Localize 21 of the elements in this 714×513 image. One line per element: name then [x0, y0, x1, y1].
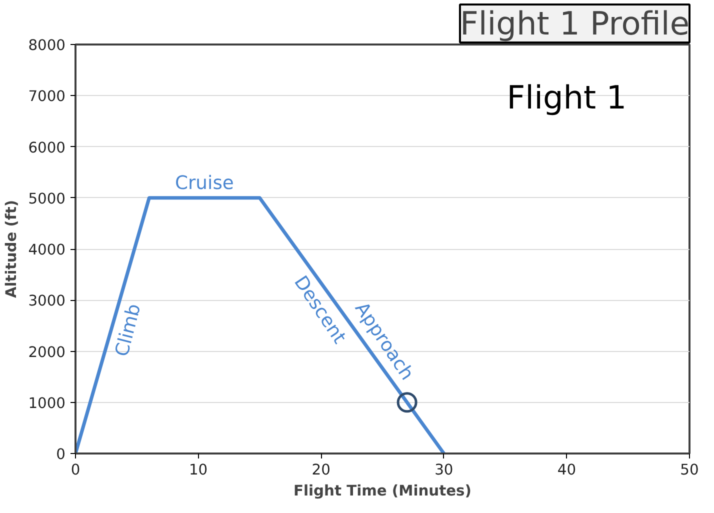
y-axis-title: Altitude (ft)	[3, 200, 20, 298]
y-tick-label: 1000	[28, 394, 66, 412]
x-tick-label: 10	[188, 462, 208, 478]
y-tick-label: 8000	[28, 37, 66, 54]
y-tick-label: 0	[56, 446, 66, 463]
x-tick-label: 20	[312, 462, 330, 478]
y-tick-label: 7000	[28, 88, 66, 106]
chart-title: Flight 1 Profile	[460, 4, 690, 42]
x-tick-label: 50	[680, 462, 699, 478]
y-tick-label: 3000	[28, 292, 66, 310]
annotation: Climb	[112, 302, 146, 359]
y-tick-label: 4000	[28, 242, 66, 258]
annotation: Cruise	[174, 172, 234, 194]
y-tick-label: 6000	[28, 139, 66, 156]
y-tick-label: 5000	[28, 190, 66, 208]
x-tick-label: 30	[434, 462, 454, 478]
y-tick-label: 2000	[28, 344, 66, 361]
x-tick-label: 0	[70, 462, 80, 478]
x-tick-label: 40	[557, 462, 576, 478]
annotation: Flight 1	[506, 78, 627, 117]
x-axis-title: Flight Time (Minutes)	[294, 482, 472, 500]
